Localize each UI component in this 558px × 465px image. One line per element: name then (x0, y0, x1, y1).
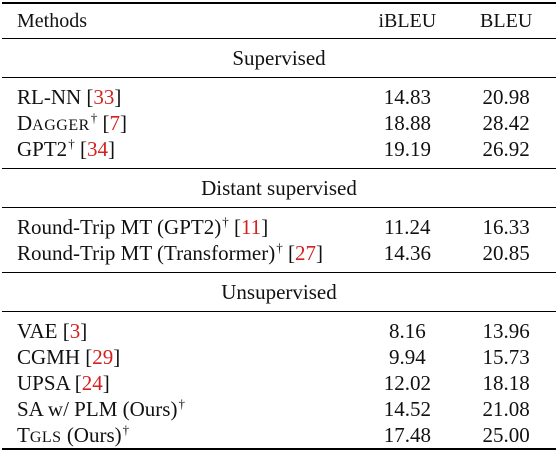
method-name: RL-NN (17, 84, 82, 109)
citation-link[interactable]: 34 (86, 136, 108, 161)
method-cell: Round-Trip MT (GPT2)† [11] (17, 213, 269, 239)
bleu-value-best: 25.00 (482, 422, 530, 447)
citation-link[interactable]: 27 (294, 240, 316, 265)
bleu-value: 13.96 (482, 318, 530, 343)
ibleu-value: 19.19 (383, 136, 431, 161)
citation-link[interactable]: 33 (93, 84, 115, 109)
method-name-suffix: (Ours) (61, 422, 122, 447)
citation-link[interactable]: 7 (109, 110, 121, 135)
dagger-mark: † (68, 135, 75, 151)
ibleu-value: 14.52 (383, 396, 431, 421)
ibleu-value: 9.94 (388, 344, 426, 369)
method-name: UPSA (17, 370, 70, 395)
ibleu-value: 18.88 (383, 110, 431, 135)
header-row: Methods iBLEU BLEU (2, 3, 556, 39)
bleu-value: 28.42 (482, 110, 530, 135)
results-table: Methods iBLEU BLEU Supervised RL-NN [33]… (2, 2, 556, 450)
bleu-value: 16.33 (482, 214, 530, 239)
ibleu-value: 14.36 (383, 240, 431, 265)
group-title: Distant supervised (201, 175, 357, 200)
ibleu-value-best: 17.48 (383, 422, 431, 447)
citation-link[interactable]: 24 (81, 370, 103, 395)
bleu-value: 20.85 (482, 240, 530, 265)
group-header-distant-supervised: Distant supervised (2, 168, 556, 208)
dagger-mark: † (122, 421, 130, 437)
method-name: GPT2 (17, 136, 68, 161)
citation-link[interactable]: 11 (240, 214, 262, 239)
group-title: Supervised (232, 45, 326, 70)
ibleu-value: 14.83 (383, 84, 431, 109)
ibleu-value: 12.02 (383, 370, 431, 395)
dagger-mark: † (222, 213, 229, 229)
group-title: Unsupervised (221, 279, 337, 304)
table-row: RL-NN [33] 14.83 20.98 (2, 84, 556, 110)
table-row: SA w/ PLM (Ours)† 14.52 21.08 (2, 396, 556, 422)
bleu-value: 18.18 (482, 370, 530, 395)
method-cell: Round-Trip MT (Transformer)† [27] (17, 239, 323, 265)
method-cell: RL-NN [33] (17, 84, 122, 109)
citation-link[interactable]: 3 (69, 318, 81, 343)
dagger-mark: † (276, 239, 283, 255)
method-name: Round-Trip MT (GPT2) (17, 214, 222, 239)
table-row: GPT2† [34] 19.19 26.92 (2, 136, 556, 162)
header-bleu: BLEU (480, 10, 533, 32)
table-row: UPSA [24] 12.02 18.18 (2, 370, 556, 396)
method-cell: VAE [3] (17, 318, 88, 343)
group-header-supervised: Supervised (2, 38, 556, 78)
method-name: SA w/ PLM (Ours) (17, 396, 178, 421)
header-ibleu: iBLEU (378, 10, 437, 32)
table-row: VAE [3] 8.16 13.96 (2, 318, 556, 344)
method-name-initial: D (17, 110, 33, 135)
method-name-smallcaps: AGGER (32, 116, 90, 134)
method-name-smallcaps: GLS (29, 428, 62, 446)
method-cell: TGLS (Ours)† (2, 422, 358, 449)
method-name: CGMH (17, 344, 81, 369)
method-name-initial: T (17, 422, 30, 447)
dagger-mark: † (178, 395, 185, 411)
method-name: VAE (17, 318, 58, 343)
header-methods: Methods (17, 10, 87, 32)
table-row: CGMH [29] 9.94 15.73 (2, 344, 556, 370)
method-name: Round-Trip MT (Transformer) (17, 240, 276, 265)
ibleu-value: 8.16 (388, 318, 426, 343)
citation-link[interactable]: 29 (92, 344, 114, 369)
table-row: DAGGER† [7] 18.88 28.42 (2, 110, 556, 136)
group-header-unsupervised: Unsupervised (2, 272, 556, 312)
dagger-mark: † (90, 109, 98, 125)
bleu-value: 21.08 (482, 396, 530, 421)
bleu-value: 26.92 (482, 136, 530, 161)
table-row: Round-Trip MT (GPT2)† [11] 11.24 16.33 (2, 214, 556, 240)
method-cell: CGMH [29] (17, 344, 121, 369)
method-cell: GPT2† [34] (17, 135, 115, 161)
bleu-value: 15.73 (482, 344, 530, 369)
table-row: TGLS (Ours)† 17.48 25.00 (2, 422, 556, 449)
ibleu-value: 11.24 (384, 214, 431, 239)
table-row: Round-Trip MT (Transformer)† [27] 14.36 … (2, 240, 556, 266)
method-cell: UPSA [24] (17, 370, 110, 395)
method-cell: DAGGER† [7] (17, 109, 128, 135)
bleu-value: 20.98 (482, 84, 530, 109)
method-cell: SA w/ PLM (Ours)† (2, 396, 358, 422)
